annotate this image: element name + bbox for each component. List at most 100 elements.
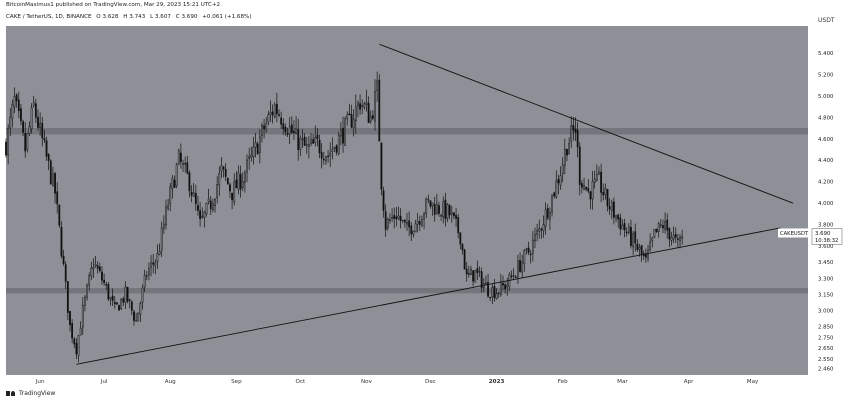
candle-body: [233, 181, 236, 203]
candle-body: [312, 139, 315, 144]
candle-body: [538, 228, 541, 232]
candle-body: [137, 312, 140, 322]
x-tick-label: Nov: [361, 379, 373, 385]
candle-body: [593, 178, 596, 183]
candle-body: [307, 144, 310, 147]
candle-body: [26, 133, 29, 150]
candle-body: [418, 221, 421, 225]
candle-body: [17, 99, 20, 111]
price-axis-panel: [808, 10, 850, 375]
candle-body: [66, 281, 69, 313]
candle-body: [645, 253, 647, 258]
candle-body: [282, 123, 285, 130]
candle-body: [103, 280, 106, 284]
candle-body: [450, 212, 453, 215]
candle-body: [96, 265, 99, 269]
candle-body: [425, 198, 428, 214]
candle-body: [7, 127, 10, 156]
candle-body: [476, 268, 479, 273]
candle-body: [116, 302, 118, 305]
candle-body: [587, 188, 590, 192]
candle-body: [201, 215, 204, 218]
candle-body: [212, 203, 214, 211]
candle-body: [455, 215, 457, 219]
candle-body: [499, 281, 502, 295]
candle-body: [595, 173, 598, 181]
candle-body: [536, 230, 539, 235]
x-tick-label: Feb: [558, 379, 568, 385]
candle-body: [250, 154, 253, 158]
candle-body: [457, 217, 460, 234]
candle-body: [438, 205, 440, 214]
candle-body: [634, 231, 637, 244]
candle-body: [619, 217, 622, 230]
candle-body: [610, 202, 613, 212]
candle-body: [391, 217, 393, 219]
candle-body: [130, 301, 133, 311]
candle-body: [13, 96, 16, 108]
candle-body: [280, 117, 283, 125]
candle-body: [122, 298, 125, 303]
y-tick-label: 3.450: [818, 260, 834, 266]
candle-body: [493, 286, 496, 299]
candle-body: [32, 102, 35, 106]
candle-body: [218, 173, 221, 186]
candle-body: [608, 206, 611, 210]
candle-body: [331, 148, 334, 152]
candle-body: [546, 208, 549, 219]
candle-body: [495, 293, 498, 300]
candle-body: [478, 271, 481, 273]
candle-body: [589, 191, 592, 200]
symbol-tag: CAKEUSDT: [780, 231, 809, 237]
candle-body: [284, 126, 287, 133]
candle-body: [269, 112, 272, 115]
candle-body: [5, 141, 7, 156]
candle-body: [497, 292, 500, 295]
candle-body: [551, 194, 553, 213]
candle-body: [303, 136, 306, 146]
candle-body: [128, 299, 131, 301]
candle-body: [549, 212, 551, 220]
candle-body: [465, 268, 468, 275]
y-tick-label: 3.800: [818, 223, 834, 229]
candle-body: [615, 215, 617, 219]
candle-body: [79, 327, 82, 336]
candle-body: [621, 224, 624, 230]
x-tick-label: Oct: [296, 379, 306, 385]
candle-body: [105, 284, 108, 286]
candle-body: [378, 79, 381, 142]
candle-body: [431, 202, 434, 206]
candle-body: [346, 114, 349, 120]
candle-body: [664, 221, 666, 230]
candle-body: [674, 233, 677, 238]
footer-brand[interactable]: TradingView: [6, 390, 55, 397]
candle-body: [199, 210, 201, 219]
candles-group: [5, 71, 684, 363]
candle-body: [627, 226, 630, 233]
candle-body: [235, 179, 238, 189]
candle-body: [248, 156, 251, 159]
candle-body: [367, 102, 370, 123]
candle-body: [318, 139, 321, 154]
candle-body: [410, 225, 413, 235]
candle-body: [231, 192, 233, 201]
candle-body: [339, 129, 342, 137]
candle-body: [64, 264, 67, 282]
candle-body: [504, 284, 507, 290]
tradingview-logo-icon: [6, 390, 16, 397]
candle-body: [414, 223, 417, 233]
candle-body: [244, 172, 246, 183]
candle-body: [412, 230, 415, 235]
candle-body: [322, 158, 325, 161]
ohlc-low: L 3.607: [150, 14, 171, 20]
candle-body: [514, 276, 517, 278]
candle-body: [188, 172, 191, 192]
candle-body: [444, 199, 447, 220]
y-tick-label: 3.300: [818, 276, 834, 282]
candle-body: [670, 237, 673, 241]
candle-body: [647, 250, 649, 259]
candle-body: [86, 285, 88, 298]
candle-body: [316, 134, 319, 140]
